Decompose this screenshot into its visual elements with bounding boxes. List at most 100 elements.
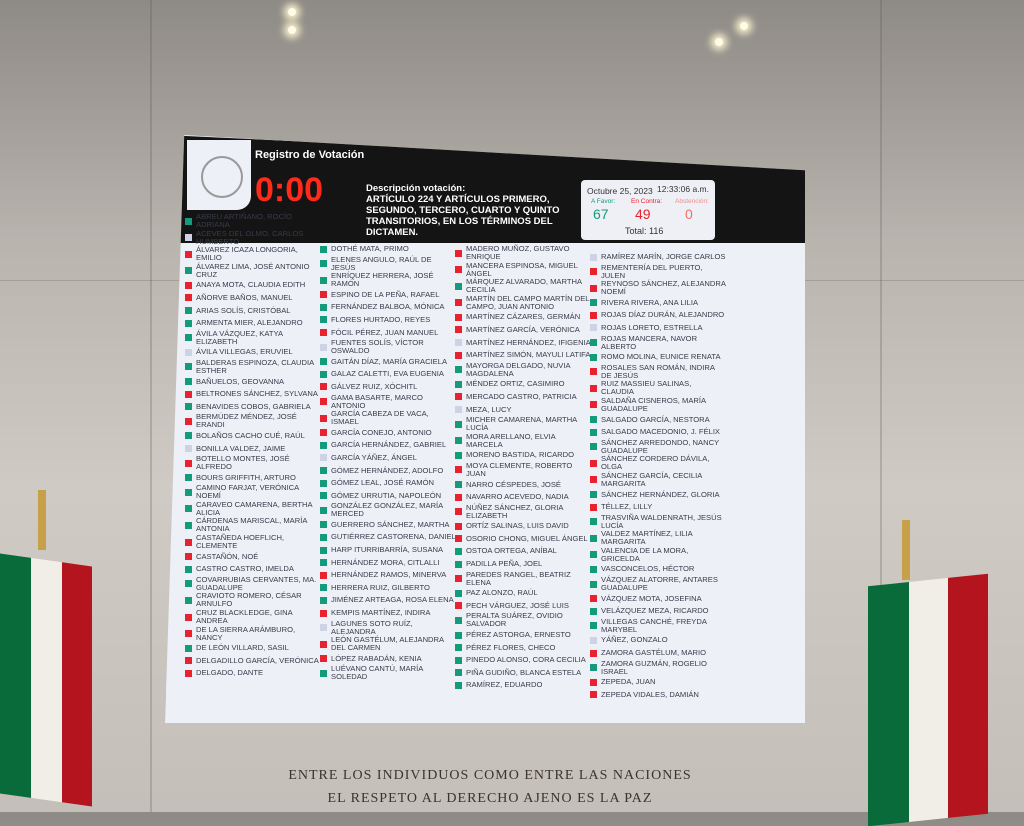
- vote-favor-indicator: [185, 403, 192, 411]
- legislator-name: MERCADO CASTRO, PATRICIA: [466, 391, 577, 401]
- legislator-row: ENRÍQUEZ HERRERA, JOSÉ RAMÓN: [320, 272, 456, 288]
- legislator-name: LAGUNES SOTO RUÍZ, ALEJANDRA: [331, 618, 413, 636]
- legislator-row: MARTÍNEZ SIMÓN, MAYULI LATIFA: [455, 349, 591, 361]
- legislator-row: GÁLVEZ RUIZ, XÓCHITL: [320, 381, 456, 393]
- legislator-name: PAREDES RANGEL, BEATRIZ ELENA: [466, 569, 571, 587]
- legislator-row: BELTRONES SÁNCHEZ, SYLVANA: [185, 388, 321, 400]
- legislator-name: VALDEZ MARTÍNEZ, LILIA MARGARITA: [601, 529, 693, 547]
- legislator-row: CASTRO CASTRO, IMELDA: [185, 563, 321, 575]
- vote-contra-indicator: [590, 268, 597, 276]
- vote-favor-indicator: [455, 282, 462, 290]
- contra-label: En Contra:: [631, 198, 663, 205]
- legislator-row: GUERRERO SÁNCHEZ, MARTHA: [320, 519, 456, 531]
- legislator-name: VASCONCELOS, HÉCTOR: [601, 564, 695, 574]
- legislator-row: HARP ITURRIBARRÍA, SUSANA: [320, 544, 456, 556]
- mexican-flag-right: [868, 573, 988, 826]
- vote-favor-indicator: [455, 644, 462, 652]
- legislator-name: MARTÍNEZ GARCÍA, VERÓNICA: [466, 324, 580, 334]
- legislator-row: ROJAS LORETO, ESTRELLA: [590, 322, 726, 334]
- legislator-row: GÓMEZ URRUTIA, NAPOLEÓN: [320, 490, 456, 502]
- legislator-row: PAZ ALONZO, RAÚL: [455, 587, 591, 599]
- vote-favor-indicator: [590, 551, 597, 559]
- legislator-row: ÁLVAREZ LIMA, JOSÉ ANTONIO CRUZ: [185, 262, 321, 279]
- vote-favor-indicator: [185, 596, 192, 604]
- legislator-row: MÁRQUEZ ALVARADO, MARTHA CECILIA: [455, 278, 591, 294]
- legislator-row: FERNÁNDEZ BALBOA, MÓNICA: [320, 301, 456, 313]
- legislator-name: NAVARRO ACEVEDO, NADIA: [466, 492, 569, 502]
- legislator-name: MARTÍNEZ SIMÓN, MAYULI LATIFA: [466, 350, 591, 360]
- voting-screen: Registro de Votación 0:00 Descripción vo…: [165, 135, 805, 723]
- legislator-name: NÚÑEZ SÁNCHEZ, GLORIA ELIZABETH: [466, 502, 564, 520]
- vote-contra-indicator: [455, 313, 462, 321]
- legislator-name: PADILLA PEÑA, JOEL: [466, 559, 543, 569]
- legislator-row: HERNÁNDEZ MORA, CITLALLI: [320, 557, 456, 569]
- vote-contra-indicator: [185, 250, 192, 258]
- vote-contra-indicator: [320, 398, 327, 406]
- vote-none-indicator: [590, 324, 597, 332]
- legislator-row: REMENTERÍA DEL PUERTO, JULEN: [590, 263, 726, 280]
- legislator-row: ROJAS DÍAZ DURÁN, ALEJANDRO: [590, 309, 726, 321]
- vote-contra-indicator: [185, 553, 192, 561]
- vote-favor-indicator: [590, 443, 597, 451]
- legislator-row: LÓPEZ RABADÁN, KENIA: [320, 653, 456, 665]
- legislator-name: SÁNCHEZ CORDERO DÁVILA, OLGA: [601, 454, 710, 472]
- legislator-column: ABREU ARTIÑANO, ROCÍO ADRIANA ACEVES DEL …: [185, 213, 321, 680]
- legislator-name: GÁLVEZ RUIZ, XÓCHITL: [331, 381, 418, 391]
- legislator-column: MADERO MUÑOZ, GUSTAVO ENRIQUE MANCERA ESP…: [455, 245, 591, 692]
- legislator-row: VELÁZQUEZ MEZA, RICARDO: [590, 605, 726, 617]
- legislator-name: HERNÁNDEZ RAMOS, MINERVA: [331, 570, 447, 580]
- legislator-row: BONILLA VALDEZ, JAIME: [185, 443, 321, 455]
- vote-none-indicator: [320, 624, 327, 632]
- vote-contra-indicator: [185, 281, 192, 289]
- legislator-row: ESPINO DE LA PEÑA, RAFAEL: [320, 289, 456, 301]
- legislator-name: SÁNCHEZ ARREDONDO, NANCY GUADALUPE: [601, 437, 720, 455]
- legislator-row: SÁNCHEZ GARCÍA, CECILIA MARGARITA: [590, 471, 726, 488]
- legislator-row: REYNOSO SÁNCHEZ, ALEJANDRA NOEMÍ: [590, 280, 726, 296]
- legislator-row: MORA ARELLANO, ELVIA MARCELA: [455, 432, 591, 449]
- vote-contra-indicator: [590, 384, 597, 392]
- legislator-name: OSTOA ORTEGA, ANÍBAL: [466, 546, 557, 556]
- legislator-name: GARCÍA HERNÁNDEZ, GABRIEL: [331, 440, 447, 450]
- vote-favor-indicator: [590, 299, 597, 307]
- legislator-row: NARRO CÉSPEDES, JOSÉ: [455, 479, 591, 491]
- timer: 0:00: [255, 171, 324, 209]
- legislator-row: BAÑUELOS, GEOVANNA: [185, 376, 321, 388]
- vote-contra-indicator: [590, 691, 597, 699]
- legislator-row: ZAMORA GUZMÁN, ROGELIO ISRAEL: [590, 659, 726, 676]
- vote-favor-indicator: [320, 276, 327, 284]
- legislator-name: ROSALES SAN ROMÁN, INDIRA DE JESÚS: [601, 362, 715, 380]
- vote-favor-indicator: [590, 353, 597, 361]
- legislator-name: CASTAÑEDA HOEFLICH, CLEMENTE: [196, 533, 285, 551]
- legislator-row: MORENO BASTIDA, RICARDO: [455, 449, 591, 461]
- vote-favor-indicator: [320, 358, 327, 366]
- vote-description: Descripción votación: ARTÍCULO 224 Y ART…: [366, 183, 591, 238]
- legislator-name: PINEDO ALONSO, CORA CECILIA: [466, 655, 586, 665]
- vote-contra-indicator: [590, 503, 597, 511]
- mexican-flag-left: [0, 553, 92, 807]
- vote-contra-indicator: [590, 595, 597, 603]
- legislator-row: ABREU ARTIÑANO, ROCÍO ADRIANA: [185, 213, 321, 229]
- legislator-name: HERRERA RUIZ, GILBERTO: [331, 582, 430, 592]
- vote-contra-indicator: [320, 383, 327, 391]
- vote-favor-indicator: [590, 622, 597, 630]
- vote-contra-indicator: [185, 613, 192, 621]
- vote-contra-indicator: [320, 414, 327, 422]
- vote-none-indicator: [185, 445, 192, 452]
- ceiling-light: [715, 38, 723, 46]
- vote-favor-indicator: [185, 521, 192, 529]
- legislator-row: BALDERAS ESPINOZA, CLAUDIA ESTHER: [185, 358, 321, 375]
- legislator-name: GÓMEZ HERNÁNDEZ, ADOLFO: [331, 465, 444, 475]
- vote-contra-indicator: [590, 649, 597, 657]
- vote-none-indicator: [455, 406, 462, 414]
- legislator-name: LUÉVANO CANTÚ, MARÍA SOLEDAD: [331, 664, 423, 682]
- vote-contra-indicator: [455, 575, 462, 583]
- legislator-name: CASTAÑÓN, NOÉ: [196, 551, 259, 561]
- legislator-name: ÁLVAREZ ICAZA LONGORIA, EMILIO: [196, 245, 298, 263]
- vote-contra-indicator: [455, 299, 462, 307]
- vote-contra-indicator: [455, 535, 462, 543]
- legislator-name: GAMA BASARTE, MARCO ANTONIO: [331, 392, 423, 410]
- legislator-name: GÓMEZ LEAL, JOSÉ RAMÓN: [331, 478, 434, 488]
- legislator-row: HERNÁNDEZ RAMOS, MINERVA: [320, 569, 456, 581]
- vote-favor-indicator: [455, 547, 462, 555]
- vote-favor-indicator: [455, 656, 462, 664]
